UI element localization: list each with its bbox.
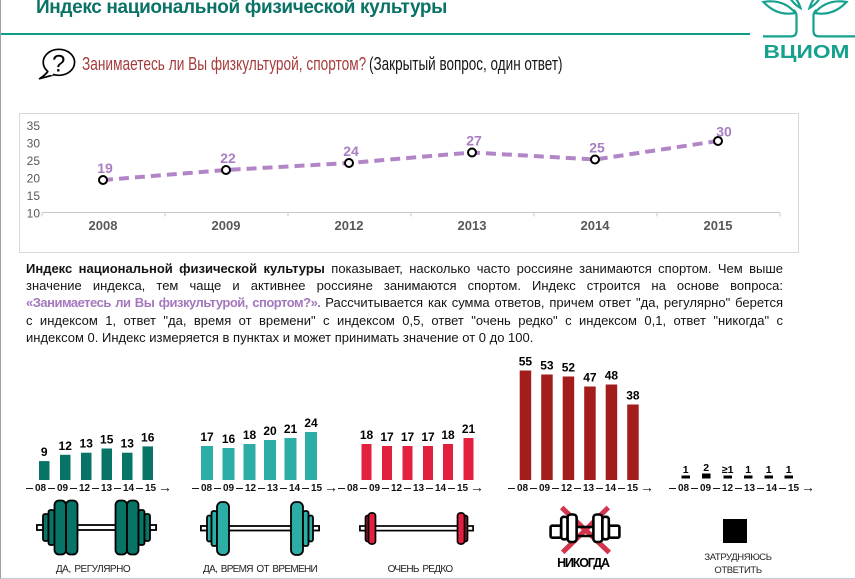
svg-text:13: 13 bbox=[121, 437, 135, 451]
svg-text:2008: 2008 bbox=[89, 218, 118, 233]
svg-text:?: ? bbox=[52, 50, 65, 77]
svg-text:10: 10 bbox=[27, 207, 41, 221]
svg-text:20: 20 bbox=[27, 172, 41, 186]
svg-text:30: 30 bbox=[716, 124, 732, 140]
svg-text:22: 22 bbox=[220, 150, 236, 166]
svg-text:19: 19 bbox=[97, 160, 113, 176]
svg-text:16: 16 bbox=[222, 432, 236, 446]
svg-text:25: 25 bbox=[589, 140, 605, 156]
svg-text:16: 16 bbox=[141, 430, 155, 444]
svg-text:18: 18 bbox=[243, 428, 257, 442]
svg-text:24: 24 bbox=[343, 143, 359, 159]
svg-text:38: 38 bbox=[626, 388, 640, 402]
svg-text:18: 18 bbox=[360, 428, 374, 442]
svg-text:25: 25 bbox=[27, 154, 41, 168]
svg-text:53: 53 bbox=[540, 358, 554, 372]
svg-text:30: 30 bbox=[27, 137, 41, 151]
svg-text:17: 17 bbox=[380, 430, 394, 444]
svg-text:24: 24 bbox=[304, 416, 318, 430]
svg-text:9: 9 bbox=[41, 445, 48, 459]
svg-text:1: 1 bbox=[745, 464, 751, 476]
svg-text:27: 27 bbox=[466, 133, 482, 149]
svg-text:2: 2 bbox=[703, 462, 709, 474]
svg-text:ВЦИОМ: ВЦИОМ bbox=[764, 42, 850, 62]
svg-text:13: 13 bbox=[80, 437, 94, 451]
svg-text:2014: 2014 bbox=[581, 218, 611, 233]
svg-text:1: 1 bbox=[766, 464, 772, 476]
svg-text:17: 17 bbox=[421, 430, 435, 444]
svg-text:21: 21 bbox=[462, 422, 476, 436]
svg-text:52: 52 bbox=[562, 360, 576, 374]
svg-text:2009: 2009 bbox=[212, 218, 241, 233]
svg-text:35: 35 bbox=[27, 119, 41, 133]
svg-text:17: 17 bbox=[401, 430, 415, 444]
svg-text:12: 12 bbox=[59, 439, 73, 453]
svg-text:48: 48 bbox=[605, 368, 619, 382]
svg-text:≥1: ≥1 bbox=[722, 464, 734, 476]
svg-text:2015: 2015 bbox=[704, 218, 733, 233]
svg-text:47: 47 bbox=[583, 370, 597, 384]
svg-text:15: 15 bbox=[27, 189, 41, 203]
svg-text:15: 15 bbox=[100, 433, 114, 447]
svg-text:21: 21 bbox=[284, 422, 298, 436]
svg-text:17: 17 bbox=[200, 430, 214, 444]
svg-text:1: 1 bbox=[683, 464, 689, 476]
svg-text:1: 1 bbox=[786, 464, 792, 476]
svg-text:18: 18 bbox=[441, 428, 455, 442]
svg-text:2012: 2012 bbox=[335, 218, 364, 233]
svg-text:55: 55 bbox=[519, 355, 533, 368]
svg-text:2013: 2013 bbox=[458, 218, 487, 233]
svg-text:20: 20 bbox=[263, 424, 277, 438]
